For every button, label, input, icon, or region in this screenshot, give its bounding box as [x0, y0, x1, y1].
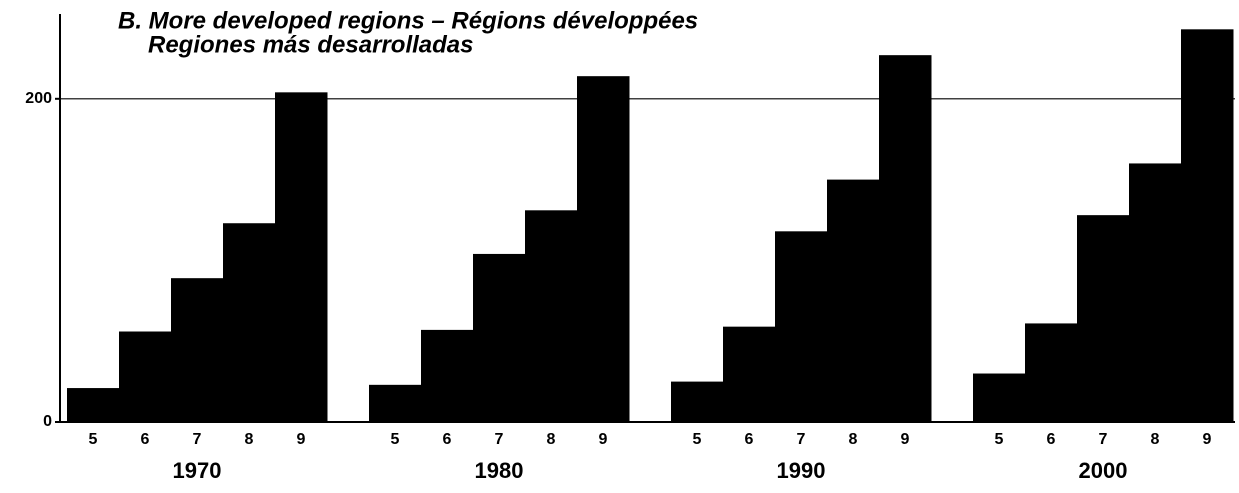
x-tick-label: 5: [995, 431, 1004, 448]
bar: [577, 76, 630, 423]
bar: [275, 92, 328, 422]
bar: [671, 381, 724, 422]
bar: [1129, 163, 1182, 422]
bar: [421, 329, 474, 422]
x-tick-label: 6: [141, 431, 150, 448]
bar: [973, 373, 1026, 422]
group-label: 1970: [173, 458, 222, 483]
x-tick-label: 8: [547, 431, 556, 448]
bar: [1077, 215, 1130, 422]
x-tick-label: 7: [1099, 431, 1108, 448]
bar: [171, 278, 224, 422]
bar: [775, 231, 828, 422]
x-tick-label: 8: [849, 431, 858, 448]
bar: [223, 223, 276, 422]
y-tick-label: 0: [43, 413, 52, 430]
x-tick-label: 6: [745, 431, 754, 448]
bar: [369, 384, 422, 422]
x-tick-label: 7: [797, 431, 806, 448]
bar: [525, 210, 578, 422]
x-tick-label: 8: [245, 431, 254, 448]
x-tick-label: 9: [599, 431, 608, 448]
bar: [67, 388, 120, 422]
bar: [1181, 29, 1234, 422]
x-tick-label: 5: [693, 431, 702, 448]
group-label: 1990: [777, 458, 826, 483]
chart-title: B. More developed regions – Régions déve…: [118, 7, 698, 34]
chart-subtitle: Regiones más desarrolladas: [148, 31, 473, 58]
x-tick-label: 6: [443, 431, 452, 448]
bar: [879, 55, 932, 422]
x-tick-label: 9: [1203, 431, 1212, 448]
x-tick-label: 6: [1047, 431, 1056, 448]
bar: [119, 331, 172, 422]
x-tick-label: 5: [391, 431, 400, 448]
bar: [723, 326, 776, 422]
group-label: 2000: [1079, 458, 1128, 483]
y-tick-label: 200: [25, 90, 52, 107]
group-label: 1980: [475, 458, 524, 483]
x-tick-label: 8: [1151, 431, 1160, 448]
x-tick-label: 7: [495, 431, 504, 448]
x-tick-label: 7: [193, 431, 202, 448]
x-tick-label: 5: [89, 431, 98, 448]
bar: [473, 253, 526, 422]
bar: [827, 179, 880, 422]
x-tick-label: 9: [297, 431, 306, 448]
x-tick-label: 9: [901, 431, 910, 448]
bar: [1025, 323, 1078, 422]
